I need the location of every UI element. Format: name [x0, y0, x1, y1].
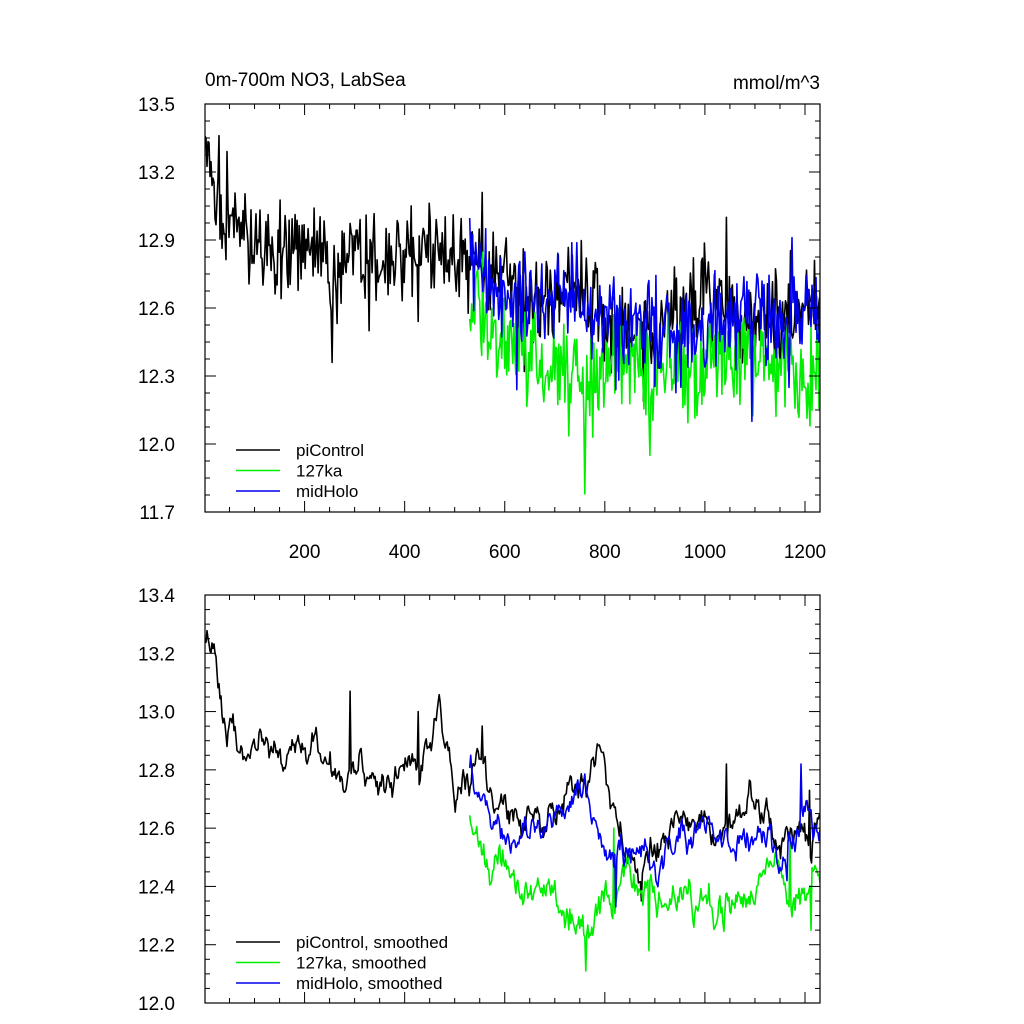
x-tick-label: 800	[589, 542, 621, 563]
legend-label: midHolo	[296, 482, 358, 501]
series-picontrol-smoothed-line	[205, 629, 820, 902]
y-tick-label: 13.4	[138, 586, 175, 607]
y-tick-label: 11.7	[139, 503, 175, 524]
legend-label: 127ka	[296, 462, 343, 481]
units-label: mmol/m^3	[733, 73, 820, 94]
chart-title: 0m-700m NO3, LabSea	[205, 70, 406, 91]
series-midholo-smoothed-line	[468, 754, 820, 908]
series-group	[205, 629, 820, 972]
x-tick-label: 200	[289, 542, 321, 563]
x-tick-label: 400	[389, 542, 421, 563]
legend-label: piControl	[296, 441, 364, 460]
y-tick-label: 12.3	[138, 367, 175, 388]
bottom-panel-nitrate-smoothed: 12.0 12.2 12.4 12.6 12.8 13.0 13.2 13.4 piContro…	[138, 586, 821, 1015]
legend-label: 127ka, smoothed	[296, 954, 426, 973]
x-tick-label: 1000	[684, 542, 726, 563]
x-tick-label: 1200	[784, 542, 826, 563]
y-tick-label: 12.0	[138, 435, 175, 456]
y-tick-label: 12.6	[138, 299, 175, 320]
legend-label: midHolo, smoothed	[296, 974, 442, 993]
y-tick-label: 12.4	[138, 877, 175, 898]
y-tick-label: 13.5	[138, 95, 175, 116]
top-panel-nitrate-raw: 11.7 12.0 12.3 12.6 12.9 13.2 13.5 200 400 600 800…	[138, 70, 826, 563]
y-tick-label: 13.2	[138, 163, 175, 184]
x-tick-label: 600	[489, 542, 521, 563]
y-tick-label: 12.9	[138, 231, 175, 252]
y-tick-label: 12.0	[138, 994, 175, 1015]
series-group	[205, 134, 820, 495]
series-127ka-smoothed-line	[468, 815, 820, 972]
y-tick-label: 12.8	[138, 761, 175, 782]
legend-label: piControl, smoothed	[296, 933, 448, 952]
series-midholo-line	[468, 217, 820, 423]
y-tick-label: 12.2	[138, 936, 175, 957]
y-tick-label: 13.0	[138, 703, 175, 724]
y-tick-label: 13.2	[138, 644, 175, 665]
y-tick-label: 12.6	[138, 819, 175, 840]
